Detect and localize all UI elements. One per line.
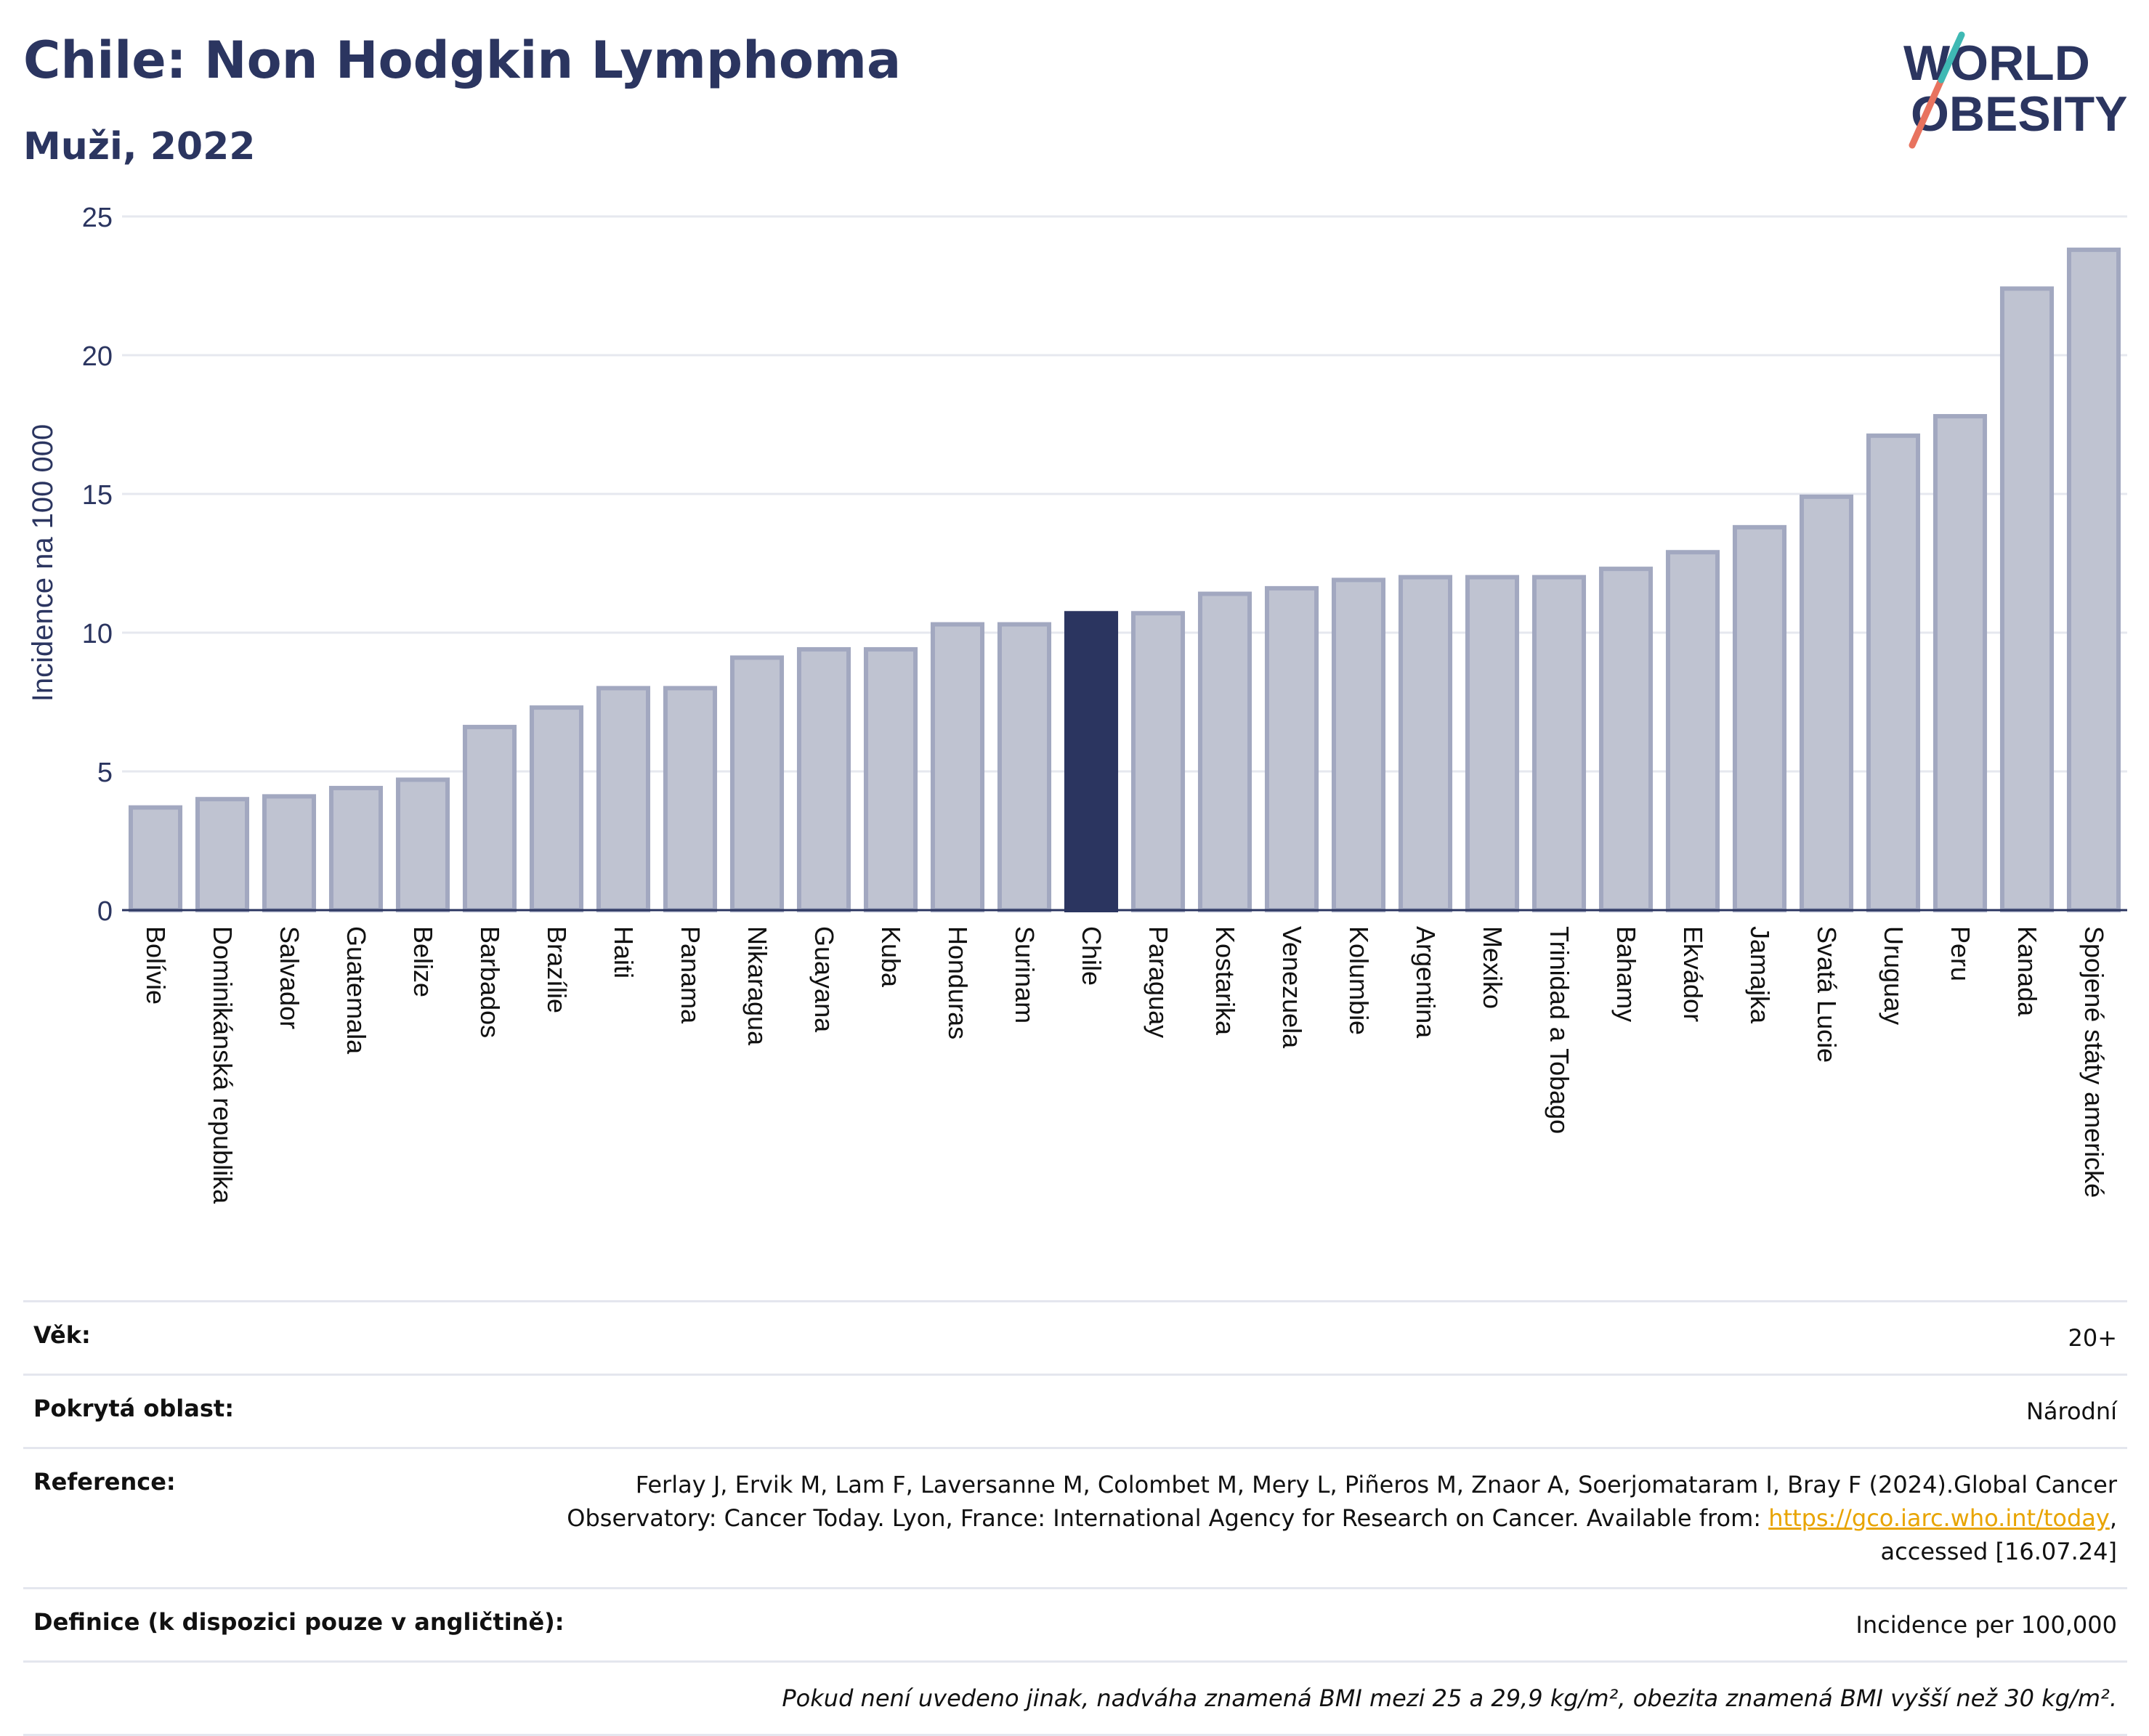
bar-barbados: [462, 724, 517, 912]
age-value: 20+: [2068, 1324, 2117, 1352]
x-tick-label: Chile: [1077, 926, 1106, 986]
x-tick-label: Bolívie: [141, 926, 171, 1005]
metadata-table: Věk: 20+ Pokrytá oblast: Národní Referen…: [23, 1300, 2127, 1736]
x-tick-label: Brazílie: [542, 926, 572, 1013]
bar-kolumbie: [1331, 577, 1386, 912]
bar-trinidad-a-tobago: [1531, 575, 1587, 912]
bar-ekvádor: [1665, 550, 1720, 912]
x-tick-label: Guatemala: [341, 926, 371, 1055]
x-tick-label: Mexiko: [1478, 926, 1507, 1009]
bar-bahamy: [1598, 567, 1654, 912]
x-tick-label: Svatá Lucie: [1812, 926, 1842, 1063]
bar-chile: [1064, 611, 1119, 912]
page-subtitle: Muži, 2022: [23, 125, 256, 169]
bar-peru: [1933, 414, 1988, 912]
reference-text-1: Ferlay J, Ervik M, Lam F, Laversanne M, …: [635, 1471, 2117, 1498]
bar-surinam: [997, 622, 1052, 912]
x-tick-label: Spojené státy americké: [2079, 926, 2109, 1198]
y-tick-label: 20: [82, 341, 113, 372]
area-value: Národní: [2025, 1398, 2117, 1425]
reference-link[interactable]: https://gco.iarc.who.int/today: [1768, 1504, 2110, 1532]
x-tick-label: Venezuela: [1277, 926, 1307, 1049]
x-tick-label: Jamajka: [1745, 926, 1775, 1024]
x-tick-label: Peru: [1946, 926, 1975, 981]
bar-mexiko: [1465, 575, 1520, 912]
x-tick-label: Surinam: [1010, 926, 1040, 1023]
bar-panama: [663, 686, 718, 913]
bar-venezuela: [1264, 585, 1319, 912]
y-tick-label: 15: [82, 480, 113, 511]
x-tick-label: Kolumbie: [1344, 926, 1374, 1035]
y-tick-label: 10: [82, 619, 113, 649]
bar-nikaragua: [729, 655, 785, 912]
bar-svatá-lucie: [1799, 494, 1854, 912]
bar-haiti: [596, 686, 651, 913]
x-tick-label: Uruguay: [1879, 926, 1909, 1025]
bar-honduras: [930, 622, 985, 912]
logo-slash-lower: [1909, 76, 1945, 149]
bar-layer: [128, 247, 2121, 913]
reference-text-4: accessed [16.07.24]: [1880, 1538, 2117, 1565]
world-obesity-logo: WORLD OBESITY: [1903, 31, 2128, 149]
x-tick-label: Guayana: [809, 926, 839, 1033]
y-axis-label: Incidence na 100 000: [27, 424, 59, 702]
reference-value: Ferlay J, Ervik M, Lam F, Laversanne M, …: [567, 1468, 2117, 1568]
bar-kanada: [1999, 286, 2055, 912]
x-tick-label: Paraguay: [1144, 926, 1173, 1038]
meta-row-definition: Definice (k dispozici pouze v angličtině…: [23, 1587, 2127, 1660]
y-tick-label: 25: [82, 203, 113, 233]
x-tick-label: Kostarika: [1210, 926, 1240, 1036]
x-tick-label: Haiti: [609, 926, 639, 978]
definition-label: Definice (k dispozici pouze v angličtině…: [33, 1608, 564, 1636]
logo-line-2: OBESITY: [1911, 86, 2128, 142]
bar-uruguay: [1866, 433, 1921, 912]
reference-text-3: ,: [2109, 1504, 2117, 1532]
meta-row-note: Pokud není uvedeno jinak, nadváha znamen…: [23, 1660, 2127, 1736]
y-tick-label: 0: [97, 896, 113, 927]
x-tick-label: Belize: [408, 926, 438, 997]
meta-row-reference: Reference: Ferlay J, Ervik M, Lam F, Lav…: [23, 1447, 2127, 1587]
x-tick-label: Trinidad a Tobago: [1545, 926, 1574, 1134]
x-tick-label: Kanada: [2012, 926, 2042, 1017]
bar-salvador: [262, 794, 317, 912]
bar-belize: [395, 777, 450, 912]
bar-kostarika: [1197, 591, 1252, 913]
logo-line-1: WORLD: [1903, 36, 2090, 91]
x-tick-label: Bahamy: [1611, 926, 1641, 1022]
reference-text-2: Observatory: Cancer Today. Lyon, France:…: [567, 1504, 1769, 1532]
bar-guatemala: [328, 785, 384, 913]
age-label: Věk:: [33, 1321, 91, 1349]
bar-jamajka: [1732, 524, 1787, 912]
bar-chart: 0 5 10 15 20 25 Bolívie Dominikánská republika S…: [27, 203, 2127, 1204]
bar-dominikánská-republika: [195, 797, 250, 912]
logo-slash-upper: [1938, 31, 1965, 84]
axis-layer: 0 5 10 15 20 25 Bolívie Dominikánská republika S…: [82, 203, 2127, 1204]
x-tick-label: Ekvádor: [1678, 926, 1708, 1022]
meta-row-age: Věk: 20+: [23, 1300, 2127, 1374]
definition-value: Incidence per 100,000: [1855, 1611, 2117, 1639]
bar-kuba: [863, 646, 918, 912]
reference-label: Reference:: [33, 1468, 176, 1496]
meta-row-area: Pokrytá oblast: Národní: [23, 1374, 2127, 1447]
bar-guayana: [796, 646, 851, 912]
bmi-note: Pokud není uvedeno jinak, nadváha znamen…: [782, 1684, 2117, 1712]
grid-layer: [122, 215, 2127, 773]
x-tick-label: Salvador: [275, 926, 304, 1029]
bar-bolívie: [128, 805, 183, 913]
bar-argentina: [1398, 575, 1453, 912]
x-tick-label: Nikaragua: [742, 926, 772, 1046]
x-tick-label: Dominikánská republika: [208, 926, 238, 1204]
x-tick-label: Argentina: [1411, 926, 1441, 1039]
page-title: Chile: Non Hodgkin Lymphoma: [23, 31, 902, 90]
bar-brazílie: [529, 705, 584, 912]
x-tick-label: Kuba: [876, 926, 906, 988]
y-tick-label: 5: [97, 758, 113, 788]
bar-paraguay: [1130, 611, 1186, 912]
x-tick-label: Panama: [676, 926, 705, 1024]
x-tick-label: Honduras: [943, 926, 973, 1039]
x-tick-label: Barbados: [475, 926, 505, 1038]
area-label: Pokrytá oblast:: [33, 1395, 234, 1422]
bar-spojené-státy-americké: [2066, 247, 2121, 912]
